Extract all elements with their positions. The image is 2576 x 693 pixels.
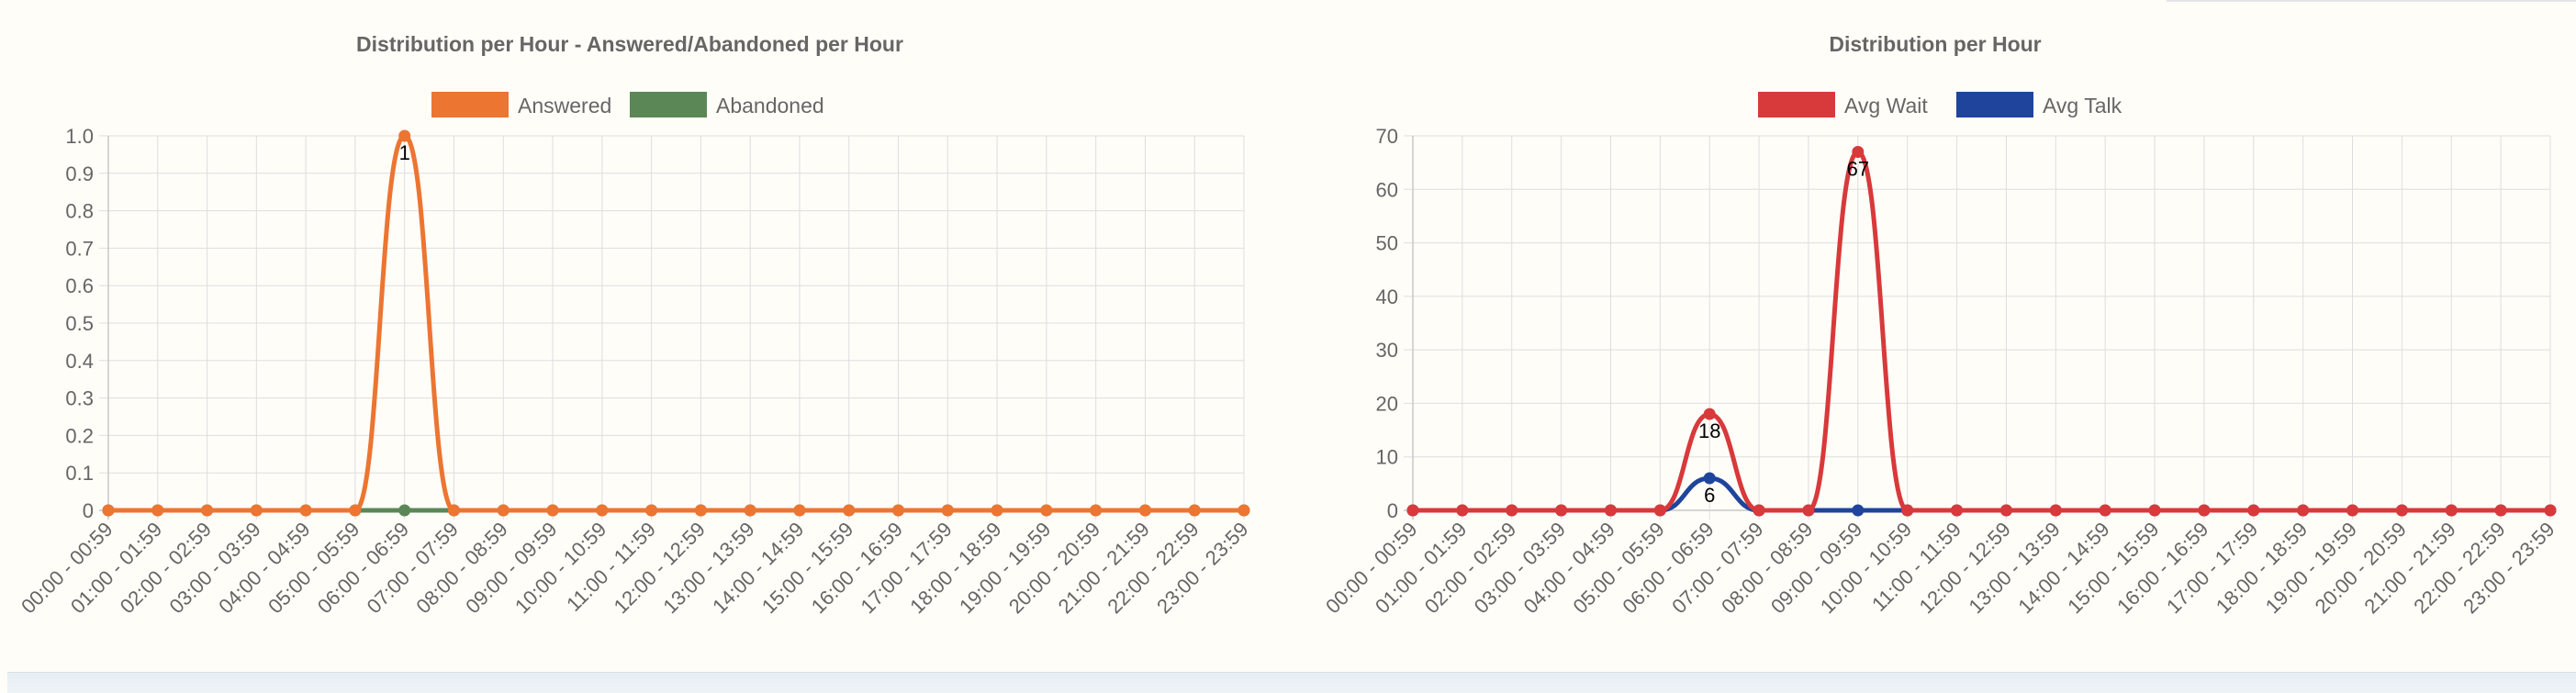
y-tick-label: 0.3 (65, 387, 94, 410)
data-point-answered[interactable] (744, 504, 756, 517)
data-label: 6 (1704, 484, 1715, 507)
data-point-avg-wait[interactable] (1406, 504, 1419, 517)
data-point-answered[interactable] (201, 504, 214, 517)
top-divider (2167, 0, 2576, 2)
data-point-avg-wait[interactable] (2494, 504, 2507, 517)
data-label: 1 (399, 141, 410, 164)
chart-title: Distribution per Hour - Answered/Abandon… (356, 32, 903, 56)
series-line-avg-talk (1413, 475, 2550, 513)
y-tick-label: 60 (1376, 178, 1398, 201)
y-tick-label: 0.2 (65, 424, 94, 447)
legend-swatch-answered (431, 92, 509, 117)
y-tick-label: 0.7 (65, 237, 94, 260)
chart-title: Distribution per Hour (1829, 32, 2041, 56)
data-point-avg-wait[interactable] (1604, 504, 1617, 517)
data-point-avg-wait[interactable] (1653, 504, 1666, 517)
data-point-answered[interactable] (1090, 504, 1103, 517)
y-tick-label: 10 (1376, 446, 1398, 469)
data-label: 67 (1847, 157, 1869, 180)
data-point-answered[interactable] (151, 504, 164, 517)
y-tick-label: 20 (1376, 392, 1398, 415)
data-point-answered[interactable] (497, 504, 510, 517)
y-tick-label: 1.0 (65, 125, 94, 148)
data-point-answered[interactable] (941, 504, 954, 517)
answered-abandoned-chart-svg: Distribution per Hour - Answered/Abandon… (17, 32, 1252, 618)
data-point-answered[interactable] (250, 504, 263, 517)
avg-wait-talk-chart: Distribution per Hour Avg Wait Avg Talk 0 10… (1285, 0, 2576, 679)
data-point-answered[interactable] (1188, 504, 1201, 517)
data-point-answered[interactable] (596, 504, 609, 517)
data-point-answered[interactable] (1040, 504, 1053, 517)
bottom-panel-edge (7, 672, 2576, 693)
y-tick-label: 0.5 (65, 312, 94, 335)
data-point-avg-wait[interactable] (1506, 504, 1518, 517)
data-point-answered[interactable] (398, 129, 411, 142)
y-tick-label: 0.9 (65, 162, 94, 185)
data-point-avg-talk[interactable] (1852, 504, 1865, 517)
y-tick-label: 0.6 (65, 274, 94, 297)
data-point-avg-wait[interactable] (2049, 504, 2062, 517)
y-tick-label: 50 (1376, 232, 1398, 255)
legend-swatch-avg-talk (1956, 92, 2033, 117)
data-point-avg-wait[interactable] (2445, 504, 2458, 517)
data-point-answered[interactable] (546, 504, 559, 517)
legend-swatch-avg-wait (1758, 92, 1835, 117)
data-point-avg-wait[interactable] (1753, 504, 1765, 517)
legend-swatch-abandoned (630, 92, 707, 117)
data-point-avg-wait[interactable] (2346, 504, 2359, 517)
data-point-avg-wait[interactable] (1901, 504, 1914, 517)
data-point-answered[interactable] (1138, 504, 1151, 517)
data-point-answered[interactable] (299, 504, 312, 517)
y-tick-label: 40 (1376, 285, 1398, 308)
y-tick-label: 30 (1376, 339, 1398, 362)
data-point-answered[interactable] (102, 504, 115, 517)
data-point-answered[interactable] (645, 504, 658, 517)
y-tick-label: 0 (1387, 499, 1398, 522)
data-point-answered[interactable] (447, 504, 460, 517)
y-tick-label: 70 (1376, 125, 1398, 148)
data-point-answered[interactable] (843, 504, 856, 517)
data-point-answered[interactable] (991, 504, 1003, 517)
data-point-avg-wait[interactable] (2395, 504, 2408, 517)
data-point-avg-wait[interactable] (1951, 504, 1964, 517)
data-point-avg-wait[interactable] (1456, 504, 1469, 517)
data-point-avg-talk[interactable] (1703, 472, 1716, 485)
y-tick-label: 0 (83, 499, 94, 522)
data-point-avg-wait[interactable] (1802, 504, 1815, 517)
data-point-avg-wait[interactable] (1555, 504, 1568, 517)
data-point-avg-wait[interactable] (1703, 408, 1716, 420)
data-point-avg-wait[interactable] (2297, 504, 2310, 517)
data-point-abandoned[interactable] (398, 504, 411, 517)
data-point-answered[interactable] (892, 504, 905, 517)
data-label: 18 (1698, 419, 1720, 442)
data-point-answered[interactable] (349, 504, 362, 517)
data-point-avg-wait[interactable] (2247, 504, 2260, 517)
data-point-avg-wait[interactable] (1999, 504, 2012, 517)
data-point-avg-wait[interactable] (2198, 504, 2211, 517)
data-point-answered[interactable] (1238, 504, 1250, 517)
y-tick-label: 0.8 (65, 200, 94, 223)
y-tick-label: 0.1 (65, 462, 94, 485)
legend-label-avg-wait: Avg Wait (1844, 94, 1928, 117)
legend-label-avg-talk: Avg Talk (2043, 94, 2122, 117)
data-point-answered[interactable] (694, 504, 707, 517)
answered-abandoned-chart: Distribution per Hour - Answered/Abandon… (0, 0, 1267, 679)
data-point-avg-wait[interactable] (1852, 145, 1865, 158)
legend-label-abandoned: Abandoned (716, 94, 824, 117)
data-point-avg-wait[interactable] (2099, 504, 2111, 517)
data-point-avg-wait[interactable] (2148, 504, 2161, 517)
series-line-avg-wait (1413, 149, 2550, 513)
data-point-avg-wait[interactable] (2544, 504, 2557, 517)
data-point-answered[interactable] (793, 504, 806, 517)
avg-wait-talk-chart-svg: Distribution per Hour Avg Wait Avg Talk 0 10… (1321, 32, 2559, 618)
y-tick-label: 0.4 (65, 350, 94, 373)
legend-label-answered: Answered (518, 94, 611, 117)
